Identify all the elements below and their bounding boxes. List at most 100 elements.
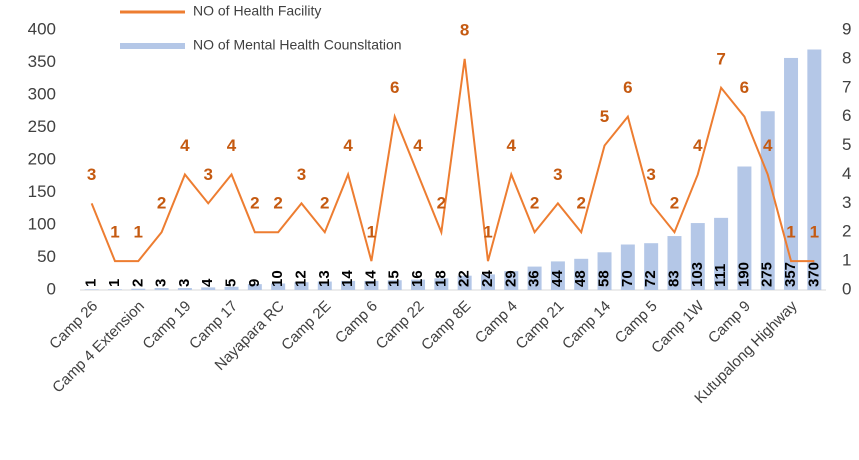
bar — [527, 266, 542, 290]
data-label: 44 — [549, 270, 566, 287]
data-label: 357 — [782, 262, 799, 287]
bar — [177, 288, 192, 290]
y2-tick-label: 1 — [842, 251, 851, 270]
bar — [667, 236, 682, 290]
y2-tick-label: 7 — [842, 77, 851, 96]
data-label: 1 — [786, 223, 795, 242]
data-label: 18 — [432, 270, 449, 287]
y2-tick-label: 2 — [842, 222, 851, 241]
bar — [411, 279, 426, 290]
bar — [84, 289, 99, 290]
bar — [690, 223, 705, 290]
data-label: 2 — [576, 194, 585, 213]
bar — [597, 252, 612, 290]
bar — [574, 258, 589, 290]
y2-tick-label: 6 — [842, 106, 851, 125]
data-label: 2 — [157, 194, 166, 213]
data-label: 1 — [810, 223, 819, 242]
data-label: 4 — [413, 136, 423, 155]
data-label: 4 — [763, 136, 773, 155]
bar — [317, 281, 332, 290]
bar — [504, 271, 519, 290]
bar — [644, 243, 659, 290]
data-label: 3 — [87, 165, 96, 184]
bar — [457, 275, 472, 290]
data-label: 2 — [129, 279, 146, 287]
x-tick-label: Camp 14 — [559, 298, 614, 353]
data-label: 48 — [572, 270, 589, 287]
bar — [341, 280, 356, 290]
y2-tick-label: 9 — [842, 19, 851, 38]
bar — [480, 274, 495, 290]
line — [90, 58, 815, 263]
data-label: 58 — [596, 270, 613, 287]
y-tick-label: 100 — [28, 214, 56, 233]
bar — [247, 284, 262, 290]
data-label: 83 — [665, 270, 682, 287]
data-label: 1 — [83, 279, 100, 287]
data-label: 22 — [456, 270, 473, 287]
data-label: 14 — [362, 270, 379, 287]
bar — [271, 283, 286, 290]
data-label: 9 — [246, 279, 263, 287]
bar — [107, 289, 122, 290]
data-label: 275 — [759, 262, 776, 287]
data-label: 3 — [646, 165, 655, 184]
bar — [620, 244, 635, 290]
data-label: 6 — [390, 78, 399, 97]
data-label: 15 — [386, 270, 403, 287]
bar — [714, 217, 729, 290]
data-label: 12 — [292, 270, 309, 287]
data-label: 24 — [479, 270, 496, 287]
data-label: 3 — [153, 279, 170, 287]
data-label: 10 — [269, 270, 286, 287]
bar — [294, 282, 309, 290]
bar — [387, 280, 402, 290]
data-label: 5 — [223, 279, 240, 287]
y-tick-label: 150 — [28, 182, 56, 201]
data-label: 3 — [176, 279, 193, 287]
bar — [737, 166, 752, 290]
data-label: 29 — [502, 270, 519, 287]
data-label: 4 — [507, 136, 517, 155]
y-tick-label: 400 — [28, 19, 56, 38]
data-label: 1 — [106, 279, 123, 287]
y-tick-label: 0 — [47, 279, 56, 298]
data-label: 370 — [805, 262, 822, 287]
bar — [154, 288, 169, 290]
data-label: 1 — [134, 223, 143, 242]
y2-tick-label: 0 — [842, 279, 851, 298]
data-label: 4 — [693, 136, 703, 155]
data-label: 3 — [203, 165, 212, 184]
data-label: 1 — [367, 223, 376, 242]
bar — [201, 287, 216, 290]
bar — [760, 111, 775, 290]
data-label: 36 — [526, 270, 543, 287]
x-tick-label: Camp 21 — [512, 298, 567, 353]
data-label: 16 — [409, 270, 426, 287]
bar — [131, 288, 146, 290]
data-label: 4 — [199, 278, 216, 287]
bar — [807, 49, 822, 290]
data-label: 2 — [670, 194, 679, 213]
data-label: 14 — [339, 270, 356, 287]
y-tick-label: 250 — [28, 117, 56, 136]
data-label: 3 — [553, 165, 562, 184]
y-tick-label: 300 — [28, 84, 56, 103]
data-label: 6 — [623, 78, 632, 97]
data-label: 13 — [316, 270, 333, 287]
data-label: 5 — [600, 107, 609, 126]
data-label: 1 — [110, 223, 119, 242]
data-label: 4 — [227, 136, 237, 155]
data-label: 2 — [530, 194, 539, 213]
bar — [784, 57, 799, 291]
y2-tick-label: 4 — [842, 164, 851, 183]
y-tick-label: 350 — [28, 52, 56, 71]
x-tick-label: Camp 2E — [278, 298, 334, 354]
data-label: 2 — [250, 194, 259, 213]
data-label: 4 — [180, 136, 190, 155]
y2-tick-label: 3 — [842, 193, 851, 212]
y2-tick-label: 5 — [842, 135, 851, 154]
bar — [364, 280, 379, 290]
